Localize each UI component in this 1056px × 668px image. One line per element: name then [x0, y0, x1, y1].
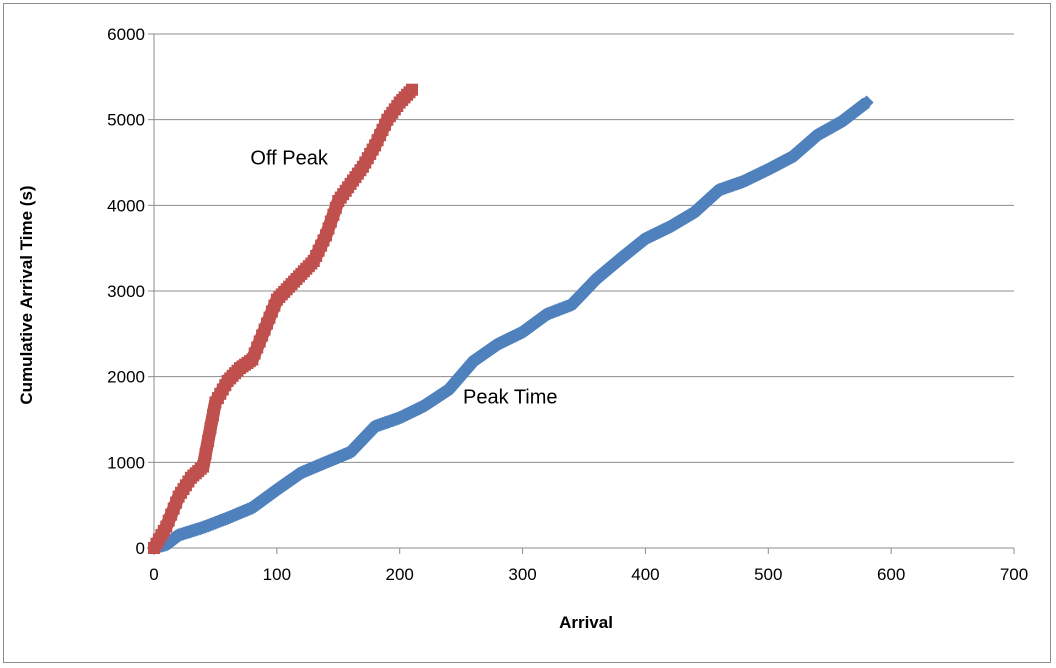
labels: 0 1000 2000 3000 4000 5000 6000 0 100 200 300 400 50…	[17, 25, 1028, 632]
data-point	[197, 460, 210, 473]
axes	[148, 33, 1015, 554]
data-point	[202, 434, 215, 447]
series-annotation: Peak Time	[463, 386, 557, 408]
series-annotation: Off Peak	[250, 147, 328, 169]
y-tick-label: 5000	[107, 111, 145, 130]
x-tick-label: 100	[263, 565, 291, 584]
x-tick-label: 500	[754, 565, 782, 584]
gridlines	[154, 33, 1014, 463]
series-offpeak	[148, 83, 418, 554]
x-tick-label: 400	[631, 565, 659, 584]
x-axis-title: Arrival	[559, 613, 613, 632]
data-point	[207, 409, 219, 422]
y-tick-label: 3000	[107, 282, 145, 301]
x-tick-label: 700	[1000, 565, 1028, 584]
y-tick-label: 2000	[107, 368, 145, 387]
x-tick-label: 600	[877, 565, 905, 584]
x-tick-label: 200	[386, 565, 414, 584]
scatter-chart: 0 1000 2000 3000 4000 5000 6000 0 100 200 300 400 50…	[17, 25, 1028, 632]
data-point	[859, 95, 874, 110]
y-tick-label: 6000	[107, 25, 145, 44]
x-tick-label: 0	[149, 565, 158, 584]
chart-frame: 0 1000 2000 3000 4000 5000 6000 0 100 200 300 400 50…	[3, 3, 1051, 663]
data-point	[204, 422, 217, 435]
y-axis-title: Cumulative Arrival Time (s)	[17, 185, 36, 404]
data-point	[199, 447, 212, 460]
x-tick-label: 300	[508, 565, 536, 584]
y-tick-label: 0	[136, 539, 145, 558]
series-peak	[147, 95, 874, 555]
y-tick-label: 1000	[107, 453, 145, 472]
data-point	[406, 83, 418, 96]
y-tick-label: 4000	[107, 196, 145, 215]
data-series	[147, 83, 874, 555]
